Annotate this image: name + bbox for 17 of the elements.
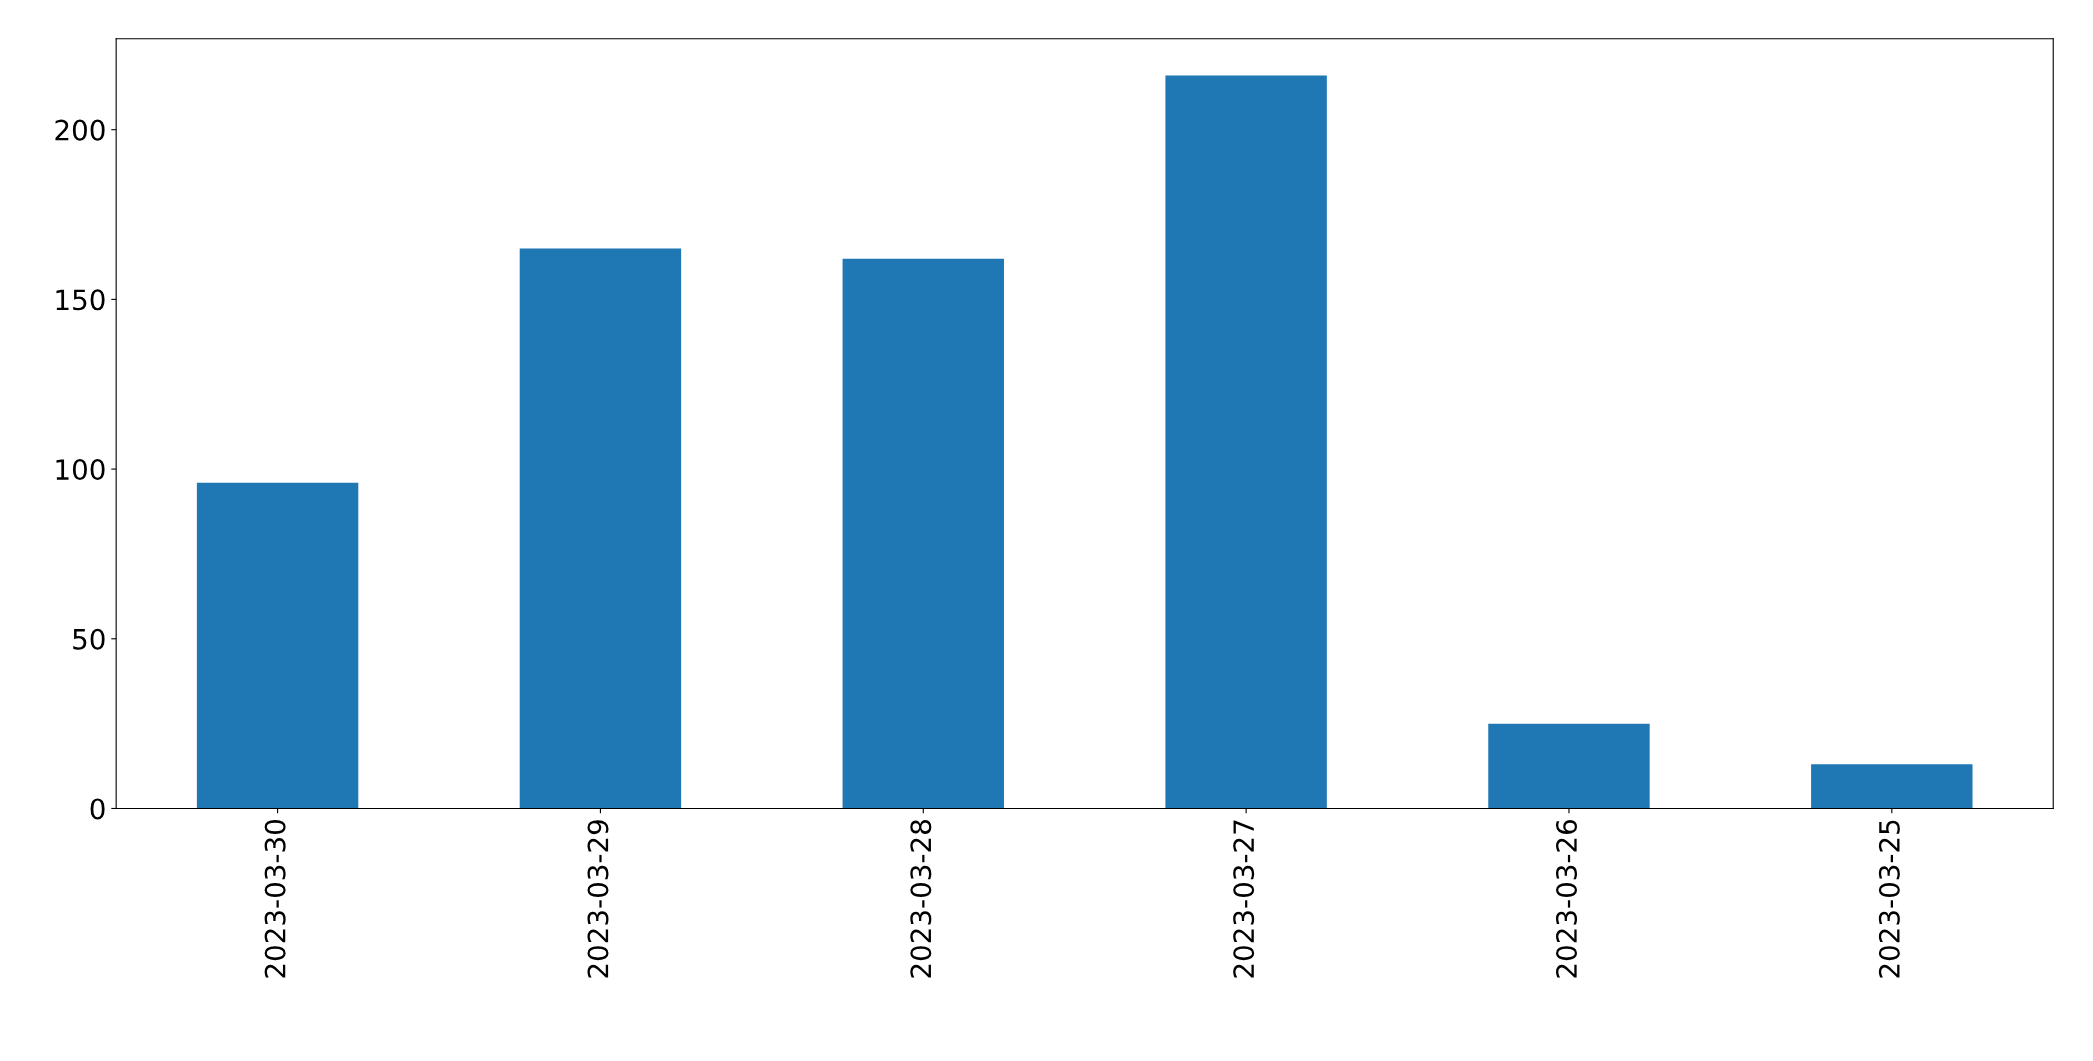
y-tick-label: 150 xyxy=(56,289,105,311)
bar xyxy=(1165,75,1327,809)
x-tick-label: 2023-03-30 xyxy=(264,820,286,978)
y-tick-label: 0 xyxy=(90,798,105,820)
x-tick-label: 2023-03-26 xyxy=(1556,819,1578,978)
bar xyxy=(1811,764,1973,809)
x-tick-label: 2023-03-28 xyxy=(910,820,932,978)
y-tick-label: 200 xyxy=(55,119,105,141)
x-tick-label: 2023-03-29 xyxy=(587,820,609,978)
x-tick-label: 2023-03-25 xyxy=(1878,820,1900,978)
x-tick-label: 2023-03-27 xyxy=(1233,820,1255,978)
bar xyxy=(1488,723,1650,809)
y-tick-label: 50 xyxy=(73,628,105,650)
bar xyxy=(842,258,1004,809)
bar xyxy=(196,482,359,809)
bar xyxy=(519,248,682,809)
y-tick-label: 100 xyxy=(56,459,105,481)
